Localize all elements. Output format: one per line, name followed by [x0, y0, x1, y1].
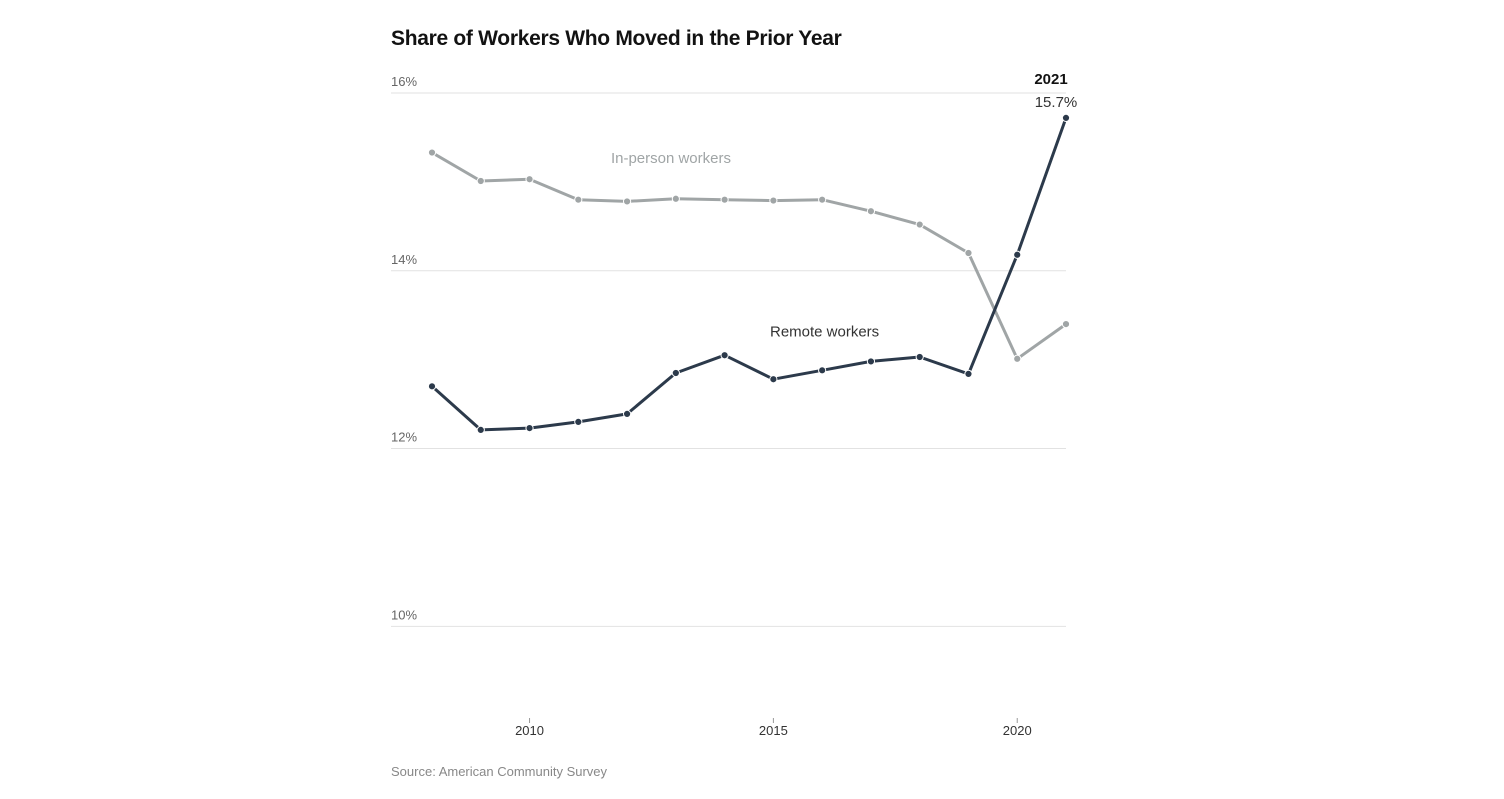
remote-workers-point: [525, 424, 534, 433]
in-person-workers-point: [574, 195, 583, 204]
in-person-workers-point: [476, 176, 485, 186]
series-label-remote-workers: Remote workers: [770, 323, 879, 340]
series-layer: [427, 113, 1071, 434]
x-tick-label: 2020: [1003, 723, 1032, 738]
remote-workers-point: [574, 417, 583, 426]
in-person-workers-line: [430, 151, 1068, 361]
y-tick-label: 14%: [391, 252, 417, 267]
in-person-workers-point: [915, 220, 924, 229]
remote-workers-point: [964, 369, 973, 378]
line-chart: 10% 12% 14% 16% 2010 2015 2020 In-person work…: [391, 71, 1077, 738]
remote-workers-point: [866, 357, 876, 366]
remote-workers-point: [818, 366, 827, 375]
in-person-workers-point: [671, 194, 680, 203]
remote-workers-point: [476, 425, 485, 434]
x-tick-label: 2010: [515, 723, 544, 738]
in-person-workers-point: [622, 197, 632, 206]
series-label-in-person-workers: In-person workers: [611, 150, 731, 167]
end-value-label: 15.7%: [1035, 94, 1078, 111]
remote-workers-point: [1013, 250, 1022, 259]
remote-workers-point: [1061, 113, 1071, 122]
in-person-workers-point: [1061, 320, 1071, 329]
remote-workers-point: [671, 368, 680, 378]
in-person-workers-point: [964, 248, 973, 258]
label-layer: In-person workers Remote workers 2021 15.7%: [611, 71, 1077, 340]
in-person-workers-point: [769, 196, 778, 205]
remote-workers-point: [915, 352, 924, 362]
grid-layer: 10% 12% 14% 16%: [391, 74, 1066, 627]
in-person-workers-point: [525, 175, 534, 184]
remote-workers-point: [769, 375, 778, 384]
in-person-workers-point: [1013, 354, 1022, 363]
y-tick-label: 12%: [391, 430, 417, 445]
end-year-label: 2021: [1034, 71, 1067, 88]
remote-workers-line: [430, 116, 1068, 432]
remote-workers-point: [720, 351, 729, 360]
chart-title: Share of Workers Who Moved in the Prior …: [391, 27, 842, 50]
in-person-workers-point: [866, 207, 876, 216]
remote-workers-point: [622, 409, 632, 418]
in-person-workers-point: [427, 148, 437, 157]
source-note: Source: American Community Survey: [391, 764, 608, 779]
remote-workers-point: [427, 382, 437, 391]
x-tick-label: 2015: [759, 723, 788, 738]
y-tick-label: 10%: [391, 607, 417, 622]
y-tick-label: 16%: [391, 74, 417, 89]
x-axis: 2010 2015 2020: [515, 718, 1032, 738]
in-person-workers-point: [818, 195, 827, 204]
in-person-workers-point: [720, 195, 729, 204]
